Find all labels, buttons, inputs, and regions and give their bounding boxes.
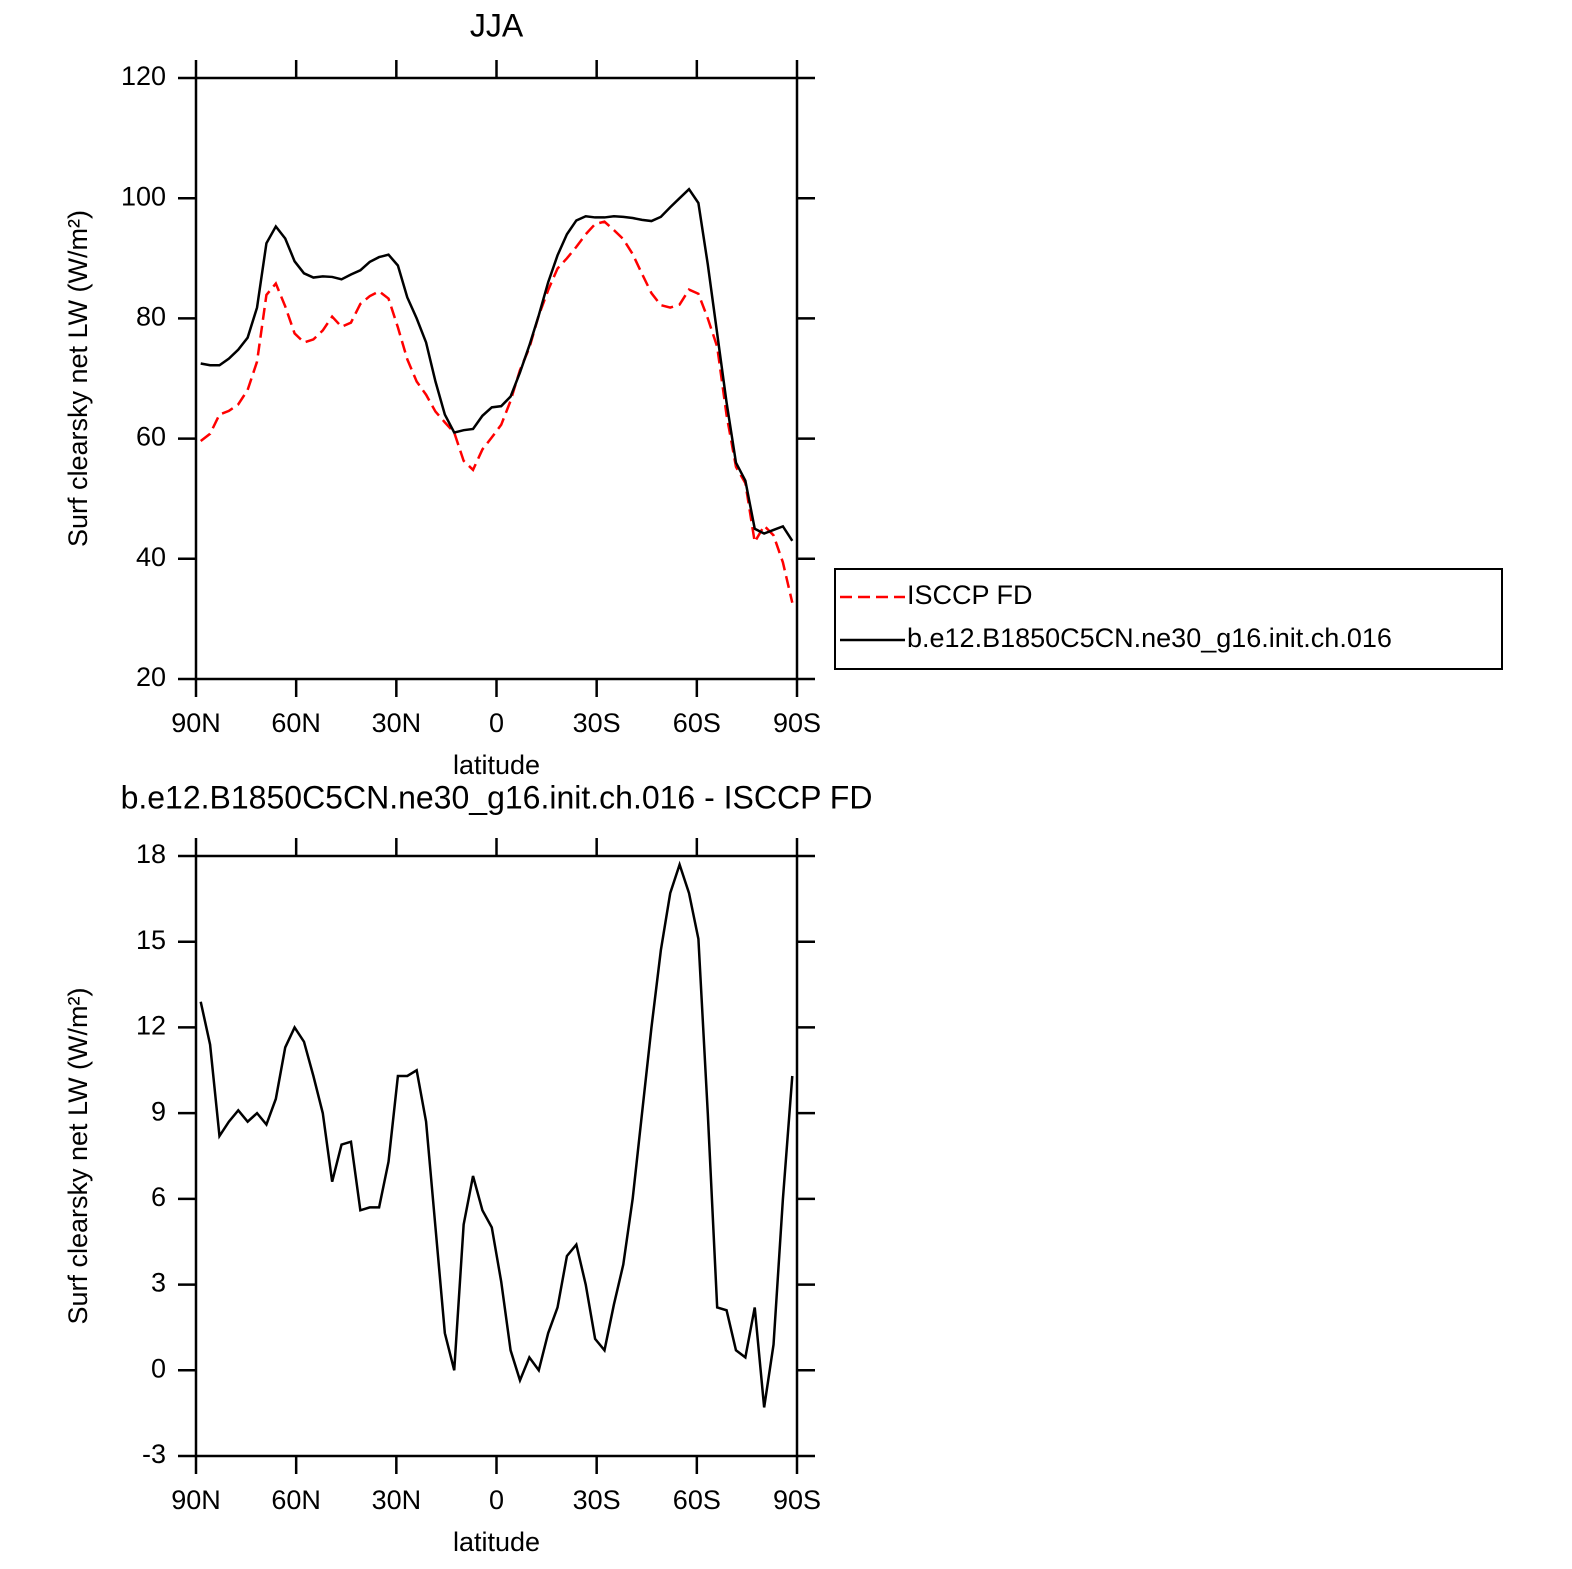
series-line	[199, 220, 794, 603]
plot-frame	[194, 76, 799, 681]
x-axis-label: latitude	[453, 750, 540, 780]
plot-frame	[194, 854, 799, 1458]
y-tick-label: 20	[136, 662, 166, 692]
y-tick-label: 15	[136, 925, 166, 955]
y-tick-label: 18	[136, 839, 166, 869]
y-tick-label: 40	[136, 542, 166, 572]
series-line	[200, 187, 794, 542]
y-tick-label: 100	[121, 181, 166, 211]
y-tick-label: 60	[136, 422, 166, 452]
chart-title: JJA	[470, 7, 524, 43]
legend-box	[834, 568, 1503, 670]
x-tick-label: 30S	[573, 1485, 621, 1515]
x-tick-label: 0	[489, 708, 504, 738]
legend-label: b.e12.B1850C5CN.ne30_g16.init.ch.016	[907, 623, 1392, 653]
y-tick-label: 6	[151, 1182, 166, 1212]
y-axis-label: Surf clearsky net LW (W/m²)	[63, 210, 93, 547]
y-tick-label: 3	[151, 1268, 166, 1298]
x-tick-label: 60N	[271, 1485, 321, 1515]
x-tick-label: 30S	[573, 708, 621, 738]
x-tick-label: 60S	[673, 1485, 721, 1515]
x-tick-label: 60N	[271, 708, 321, 738]
y-tick-label: -3	[142, 1439, 166, 1469]
legend-label: ISCCP FD	[907, 580, 1033, 610]
x-tick-label: 90S	[773, 708, 821, 738]
x-tick-label: 0	[489, 1485, 504, 1515]
y-tick-label: 80	[136, 302, 166, 332]
chart-title: b.e12.B1850C5CN.ne30_g16.init.ch.016 - I…	[121, 779, 873, 815]
x-axis-label: latitude	[453, 1527, 540, 1557]
y-tick-label: 12	[136, 1011, 166, 1041]
x-tick-label: 90S	[773, 1485, 821, 1515]
y-tick-label: 0	[151, 1353, 166, 1383]
data-line	[199, 860, 794, 1408]
x-tick-label: 30N	[372, 708, 422, 738]
y-tick-label: 120	[121, 61, 166, 91]
x-tick-label: 90N	[171, 708, 221, 738]
y-axis-label: Surf clearsky net LW (W/m²)	[63, 987, 93, 1324]
y-tick-label: 9	[151, 1096, 166, 1126]
x-tick-label: 60S	[673, 708, 721, 738]
x-tick-label: 90N	[171, 1485, 221, 1515]
x-tick-label: 30N	[372, 1485, 422, 1515]
